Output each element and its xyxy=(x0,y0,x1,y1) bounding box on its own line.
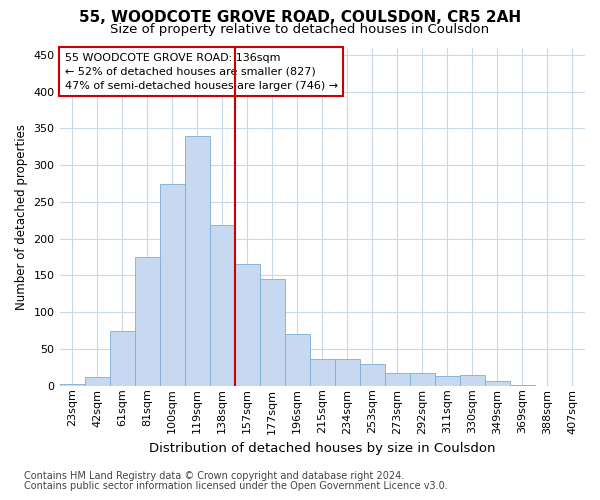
Bar xyxy=(485,382,510,386)
Bar xyxy=(235,264,260,386)
Bar xyxy=(260,279,285,386)
Bar xyxy=(310,358,335,386)
Bar xyxy=(410,374,435,386)
Bar xyxy=(335,358,360,386)
Text: Size of property relative to detached houses in Coulsdon: Size of property relative to detached ho… xyxy=(110,22,490,36)
Bar xyxy=(209,226,235,386)
Bar xyxy=(285,334,310,386)
Y-axis label: Number of detached properties: Number of detached properties xyxy=(15,124,28,310)
Text: Contains HM Land Registry data © Crown copyright and database right 2024.: Contains HM Land Registry data © Crown c… xyxy=(24,471,404,481)
Bar xyxy=(510,385,535,386)
Bar xyxy=(160,184,185,386)
Bar xyxy=(85,377,110,386)
Text: Contains public sector information licensed under the Open Government Licence v3: Contains public sector information licen… xyxy=(24,481,448,491)
Text: 55, WOODCOTE GROVE ROAD, COULSDON, CR5 2AH: 55, WOODCOTE GROVE ROAD, COULSDON, CR5 2… xyxy=(79,10,521,25)
Bar xyxy=(185,136,209,386)
Bar xyxy=(134,257,160,386)
Bar xyxy=(110,330,134,386)
Bar xyxy=(360,364,385,386)
Bar xyxy=(59,384,85,386)
X-axis label: Distribution of detached houses by size in Coulsdon: Distribution of detached houses by size … xyxy=(149,442,496,455)
Bar xyxy=(460,374,485,386)
Bar xyxy=(435,376,460,386)
Text: 55 WOODCOTE GROVE ROAD: 136sqm
← 52% of detached houses are smaller (827)
47% of: 55 WOODCOTE GROVE ROAD: 136sqm ← 52% of … xyxy=(65,52,338,90)
Bar xyxy=(385,372,410,386)
